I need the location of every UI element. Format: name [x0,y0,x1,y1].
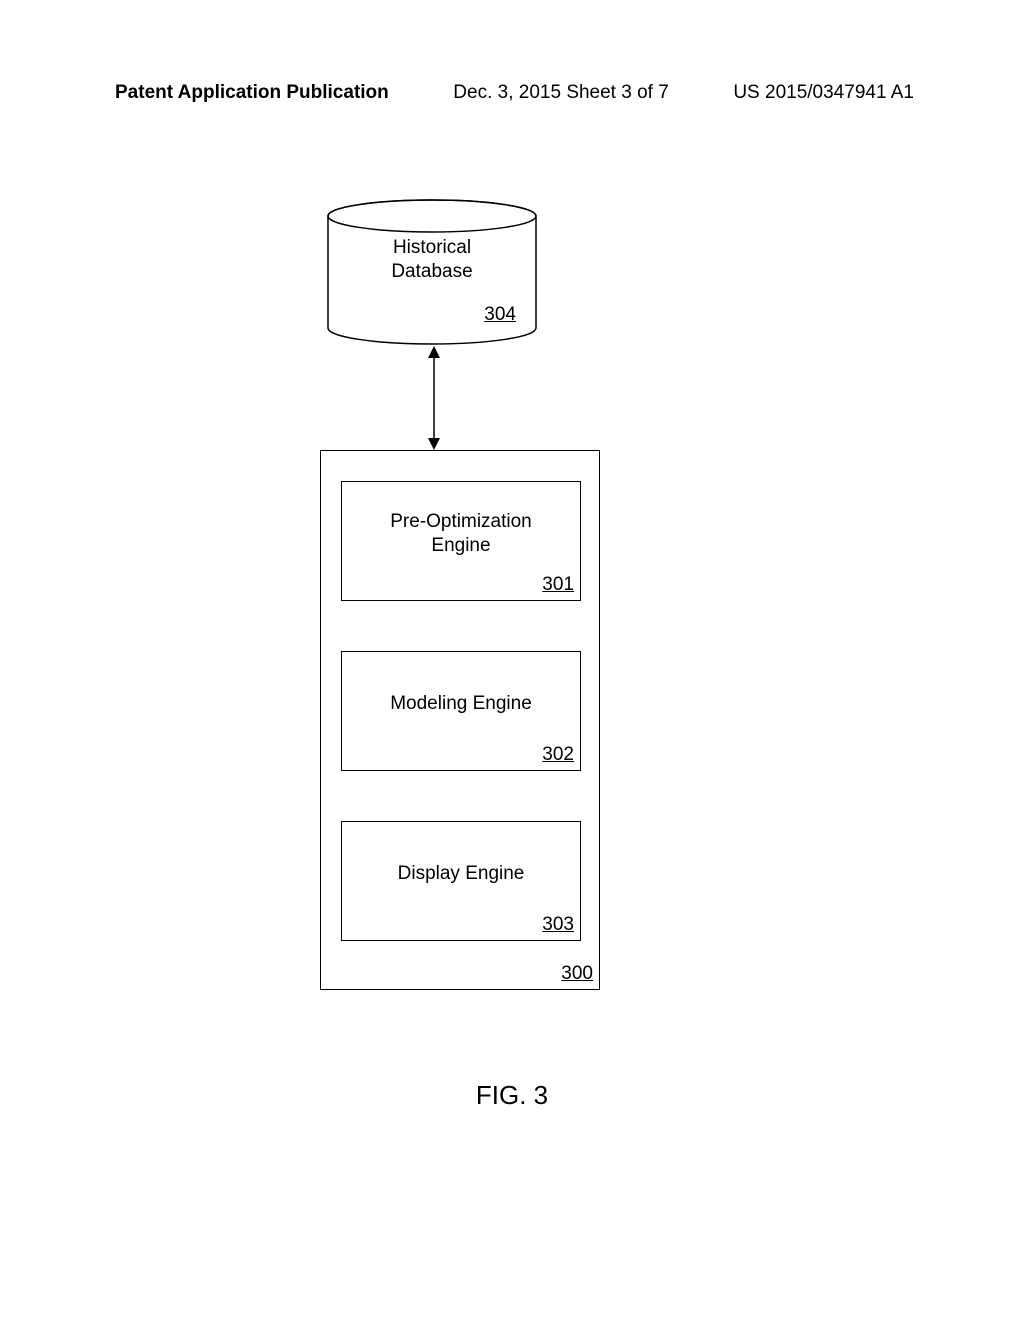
box-ref: 301 [542,574,574,596]
database-label-line2: Database [391,261,472,282]
box-label: Display Engine [342,862,580,886]
box-line2: Engine [431,535,490,556]
header-left: Patent Application Publication [115,82,389,104]
database-ref: 304 [484,304,516,326]
box-label: Pre-Optimization Engine [342,510,580,558]
system-ref: 300 [561,963,593,985]
page: Patent Application Publication Dec. 3, 2… [0,0,1024,1320]
box-line1: Pre-Optimization [390,511,532,532]
page-header: Patent Application Publication Dec. 3, 2… [0,82,1024,104]
header-right: US 2015/0347941 A1 [733,82,914,104]
box-label: Modeling Engine [342,692,580,716]
pre-optimization-engine-box: Pre-Optimization Engine 301 [341,481,581,601]
modeling-engine-box: Modeling Engine 302 [341,651,581,771]
system-container: Pre-Optimization Engine 301 Modeling Eng… [320,450,600,990]
box-line1: Display Engine [398,863,525,884]
figure-caption: FIG. 3 [0,1080,1024,1111]
database-cylinder: Historical Database 304 [326,198,538,346]
box-line1: Modeling Engine [390,693,532,714]
box-ref: 303 [542,914,574,936]
display-engine-box: Display Engine 303 [341,821,581,941]
database-label: Historical Database [326,236,538,284]
header-center: Dec. 3, 2015 Sheet 3 of 7 [453,82,669,104]
database-label-line1: Historical [393,237,471,258]
bidirectional-arrow-icon [427,346,441,450]
box-ref: 302 [542,744,574,766]
